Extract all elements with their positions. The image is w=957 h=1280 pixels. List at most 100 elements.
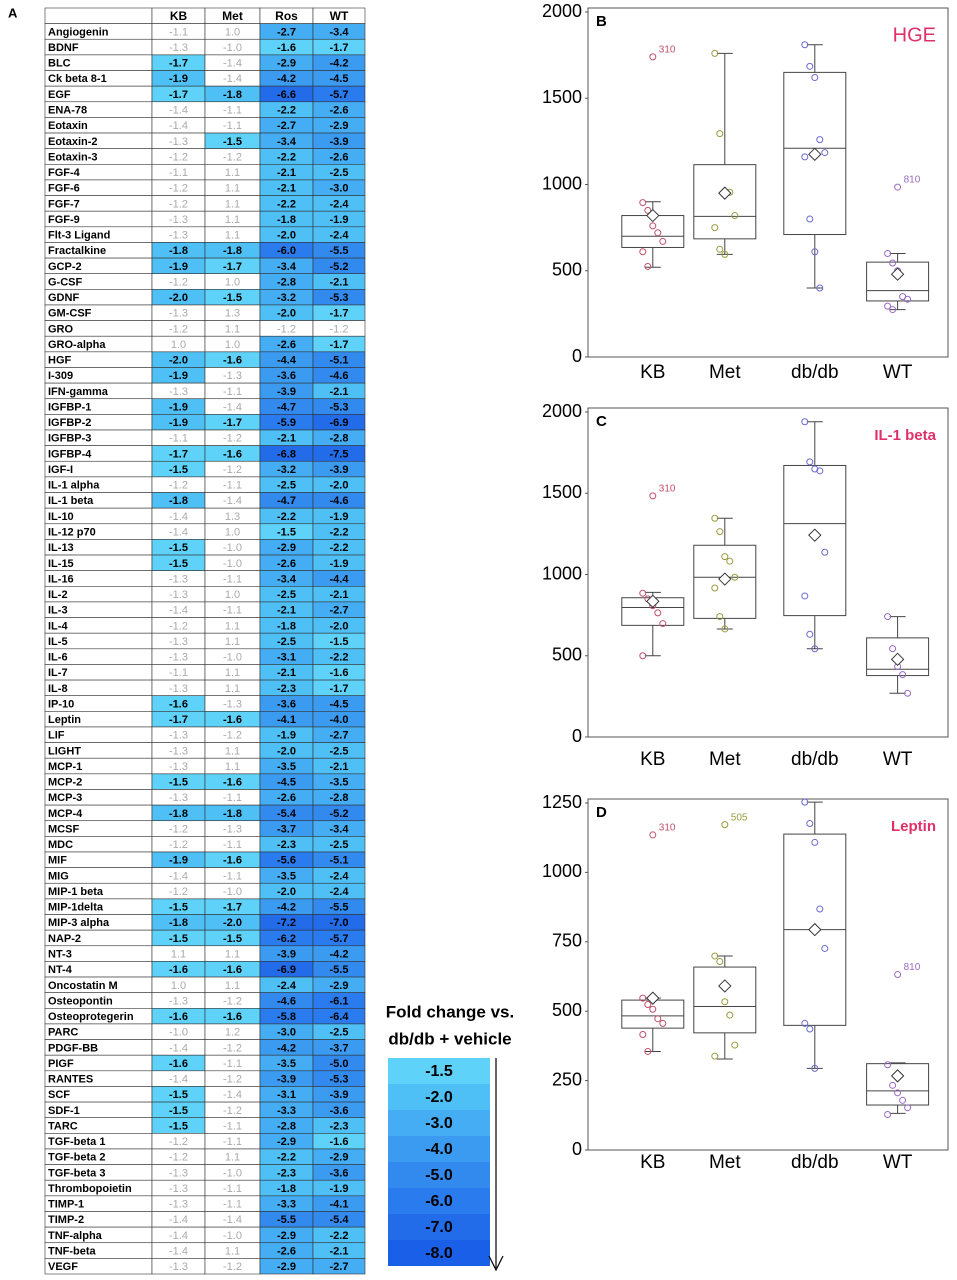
- cell-value: -2.1: [330, 589, 349, 601]
- cell-value: -1.6: [223, 714, 242, 726]
- data-point: [904, 295, 912, 303]
- cell-value: -4.1: [330, 1199, 349, 1211]
- row-name: TIMP-2: [48, 1214, 84, 1226]
- row-name: I-309: [48, 370, 73, 382]
- data-point: [889, 1081, 897, 1089]
- cell-value: -1.3: [169, 636, 188, 648]
- cell-value: -1.0: [223, 1230, 242, 1242]
- row-name: Thrombopoietin: [48, 1183, 132, 1195]
- box: [693, 164, 757, 240]
- cell-value: -1.4: [223, 73, 242, 85]
- cell-value: -2.7: [277, 26, 296, 38]
- y-tick-label: 0: [572, 1139, 582, 1159]
- cell-value: -1.9: [169, 73, 188, 85]
- row-name: MCSF: [48, 823, 79, 835]
- mean-marker: [808, 922, 822, 937]
- cell-value: 1.1: [225, 948, 240, 960]
- x-tick-label: WT: [883, 1152, 913, 1173]
- cell-value: -2.9: [330, 980, 349, 992]
- row-name: IL-4: [48, 620, 68, 632]
- cell-value: -1.8: [277, 620, 296, 632]
- legend-label: -2.0: [425, 1089, 453, 1106]
- cell-value: -1.7: [223, 261, 242, 273]
- box: [866, 1063, 930, 1106]
- y-tick-label: 0: [572, 726, 582, 746]
- data-point: [644, 1001, 652, 1009]
- cell-value: -1.4: [223, 1089, 242, 1101]
- cell-value: -5.4: [277, 808, 297, 820]
- data-point: [884, 302, 892, 310]
- cell-value: -1.3: [169, 573, 188, 585]
- row-name: IGFBP-4: [48, 448, 92, 460]
- row-name: TARC: [48, 1120, 78, 1132]
- row-name: GCP-2: [48, 261, 82, 273]
- data-point: [884, 613, 892, 621]
- cell-value: -5.9: [277, 417, 296, 429]
- cell-value: -1.4: [169, 104, 188, 116]
- cell-value: -1.2: [169, 839, 188, 851]
- cell-value: -1.4: [223, 1214, 242, 1226]
- cell-value: -1.7: [330, 308, 349, 320]
- mean-marker: [646, 208, 660, 223]
- cell-value: -1.0: [169, 1027, 188, 1039]
- cell-value: -1.3: [169, 730, 188, 742]
- mean-marker: [718, 186, 732, 200]
- cell-value: 1.1: [225, 1245, 240, 1257]
- legend-label: -4.0: [425, 1141, 453, 1158]
- row-name: Eotaxin: [48, 120, 88, 132]
- cell-value: -4.1: [277, 714, 296, 726]
- row-name: ENA-78: [48, 104, 87, 116]
- cell-value: -5.5: [277, 1214, 296, 1226]
- data-point: [711, 49, 719, 57]
- data-point: [821, 149, 829, 157]
- cell-value: 1.1: [225, 667, 240, 679]
- cell-value: -7.2: [277, 917, 296, 929]
- legend-swatch: [388, 1058, 490, 1084]
- cell-value: -1.6: [169, 698, 188, 710]
- cell-value: -2.3: [330, 1120, 349, 1132]
- legend-swatch: [388, 1136, 490, 1162]
- cell-value: -1.5: [169, 902, 188, 914]
- row-name: MIG: [48, 870, 69, 882]
- cell-value: -7.0: [330, 917, 349, 929]
- cell-value: -1.2: [169, 1152, 188, 1164]
- cell-value: -2.7: [330, 730, 349, 742]
- data-point: [884, 1061, 892, 1069]
- y-tick-label: 500: [552, 1000, 582, 1020]
- cell-value: -3.0: [277, 1027, 296, 1039]
- row-name: GRO-alpha: [48, 339, 106, 351]
- row-name: GDNF: [48, 292, 79, 304]
- cell-value: -1.5: [169, 1089, 188, 1101]
- cell-value: -2.9: [330, 120, 349, 132]
- legend-arrowhead: [488, 1255, 504, 1272]
- cell-value: -2.5: [277, 480, 296, 492]
- cell-value: -2.7: [330, 1261, 349, 1273]
- cell-value: -1.2: [223, 151, 242, 163]
- cell-value: -1.4: [169, 605, 188, 617]
- mean-marker: [646, 594, 660, 609]
- legend-label: -7.0: [425, 1219, 453, 1236]
- cell-value: -1.4: [169, 120, 188, 132]
- cell-value: -3.9: [330, 464, 349, 476]
- cell-value: 1.1: [225, 1152, 240, 1164]
- cell-value: -2.8: [330, 792, 349, 804]
- data-point: [716, 245, 724, 253]
- row-name: BLC: [48, 58, 71, 70]
- legend-label: -5.0: [425, 1167, 453, 1184]
- data-point: [801, 798, 809, 806]
- row-name: IL-16: [48, 573, 74, 585]
- legend-label: -6.0: [425, 1193, 453, 1210]
- cell-value: -4.7: [277, 495, 296, 507]
- cell-value: -6.8: [277, 448, 296, 460]
- cell-value: 1.1: [225, 214, 240, 226]
- data-point: [721, 998, 729, 1006]
- cell-value: -1.2: [169, 480, 188, 492]
- data-point: [811, 74, 819, 82]
- row-name: IL-10: [48, 511, 74, 523]
- cell-value: -2.2: [277, 198, 296, 210]
- row-name: IL-2: [48, 589, 68, 601]
- plot-frame: [587, 7, 949, 358]
- cell-value: -1.0: [223, 886, 242, 898]
- y-tick-label: 750: [552, 931, 582, 951]
- cell-value: -1.4: [169, 1214, 188, 1226]
